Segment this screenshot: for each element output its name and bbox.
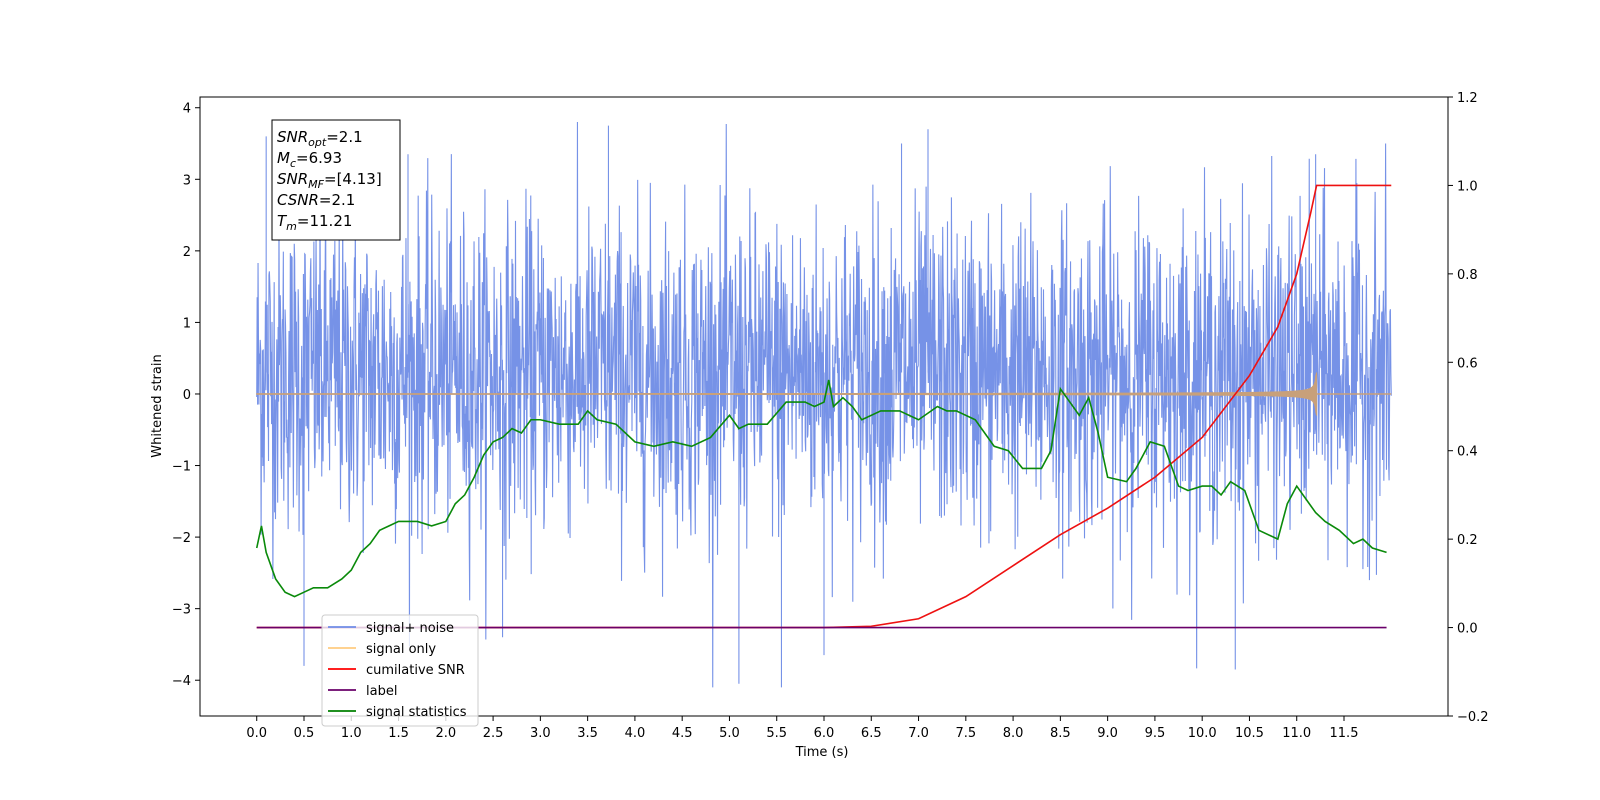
x-tick-label: 6.0 — [814, 726, 835, 741]
x-tick-label: 3.5 — [577, 726, 598, 741]
x-tick-label: 4.5 — [672, 726, 693, 741]
x-tick-label: 0.5 — [294, 726, 315, 741]
info-symbol: SNR — [277, 128, 308, 146]
y-left-tick-label: 3 — [183, 173, 191, 188]
legend-entry-label: signal only — [366, 642, 436, 657]
info-symbol: SNR — [277, 170, 308, 188]
info-line: Tm=11.21 — [277, 212, 352, 233]
x-tick-label: 11.5 — [1330, 726, 1359, 741]
info-value: =11.21 — [297, 212, 353, 230]
legend-entry-label: label — [366, 684, 397, 699]
info-subscript: opt — [308, 136, 327, 149]
x-tick-label: 10.5 — [1235, 726, 1264, 741]
info-box: SNRopt=2.1Mc=6.93SNRMF=[4.13]CSNR=2.1Tm=… — [271, 119, 401, 241]
y-right-tick-label: 1.0 — [1457, 179, 1478, 194]
info-value: =2.1 — [326, 128, 362, 146]
series-signal-only-chirp — [256, 372, 1318, 416]
info-value: =2.1 — [319, 191, 355, 209]
y-left-tick-label: 2 — [183, 245, 191, 260]
plot-area — [255, 122, 1392, 688]
y-left-tick-label: 0 — [183, 388, 191, 403]
info-subscript: MF — [308, 178, 324, 191]
x-tick-label: 7.5 — [955, 726, 976, 741]
info-symbol: T — [277, 212, 288, 230]
info-symbol: CSNR — [277, 191, 319, 209]
x-tick-label: 5.0 — [719, 726, 740, 741]
info-subscript: m — [286, 220, 297, 233]
y-right-tick-label: 0.2 — [1457, 533, 1478, 548]
x-tick-label: 0.0 — [246, 726, 267, 741]
y-right-tick-label: 0.6 — [1457, 356, 1478, 371]
series-cumilative-snr-line — [256, 184, 1392, 629]
x-tick-label: 1.0 — [341, 726, 362, 741]
legend-entry-label: signal statistics — [366, 705, 467, 720]
info-subscript: c — [290, 157, 296, 170]
y-right-tick-label: 0.8 — [1457, 268, 1478, 283]
x-tick-label: 2.5 — [483, 726, 504, 741]
x-axis-label: Time (s) — [795, 745, 849, 760]
x-tick-label: 3.0 — [530, 726, 551, 741]
y-right-tick-label: −0.2 — [1457, 710, 1489, 725]
legend-entry-label: cumilative SNR — [366, 663, 465, 678]
y-axis-label: Whitened strain — [150, 354, 165, 457]
axes: 0.0 0.5 1.0 1.5 2.0 2.5 3.0 3.5 4.0 4.5 5.0 5.5 6.0 6… — [172, 91, 1489, 741]
x-tick-label: 9.0 — [1097, 726, 1118, 741]
info-line: Mc=6.93 — [277, 149, 342, 170]
series-signal-statistics-line — [255, 379, 1387, 598]
info-value: =6.93 — [296, 149, 342, 167]
series-signal-plus-noise-line — [256, 122, 1392, 688]
y-left-tick-label: −1 — [172, 460, 191, 475]
x-tick-label: 2.0 — [435, 726, 456, 741]
x-tick-label: 1.5 — [388, 726, 409, 741]
y-right-tick-label: 0.0 — [1457, 622, 1478, 637]
x-tick-label: 11.0 — [1282, 726, 1311, 741]
x-tick-label: 8.5 — [1050, 726, 1071, 741]
info-line: CSNR=2.1 — [277, 191, 355, 209]
x-tick-label: 9.5 — [1145, 726, 1166, 741]
x-tick-label: 6.5 — [861, 726, 882, 741]
info-line: SNRMF=[4.13] — [277, 170, 382, 191]
info-box-frame — [271, 119, 401, 241]
y-left-tick-label: −2 — [172, 531, 191, 546]
info-line: SNRopt=2.1 — [277, 128, 363, 149]
legend: signal+ noise signal only cumilative SNR la… — [321, 614, 479, 727]
info-symbol: M — [277, 149, 290, 167]
legend-entry-label: signal+ noise — [366, 621, 454, 636]
y-left-tick-label: −3 — [172, 603, 191, 618]
y-left-tick-label: 4 — [183, 102, 191, 117]
x-tick-label: 10.0 — [1188, 726, 1217, 741]
y-right-tick-label: 0.4 — [1457, 445, 1478, 460]
legend-frame — [321, 614, 479, 727]
x-tick-label: 7.0 — [908, 726, 929, 741]
y-left-tick-label: −4 — [172, 674, 191, 689]
info-value: =[4.13] — [324, 170, 382, 188]
x-tick-label: 5.5 — [766, 726, 787, 741]
y-right-tick-label: 1.2 — [1457, 91, 1478, 106]
x-tick-label: 8.0 — [1003, 726, 1024, 741]
y-left-tick-label: 1 — [183, 316, 191, 331]
x-tick-label: 4.0 — [625, 726, 646, 741]
